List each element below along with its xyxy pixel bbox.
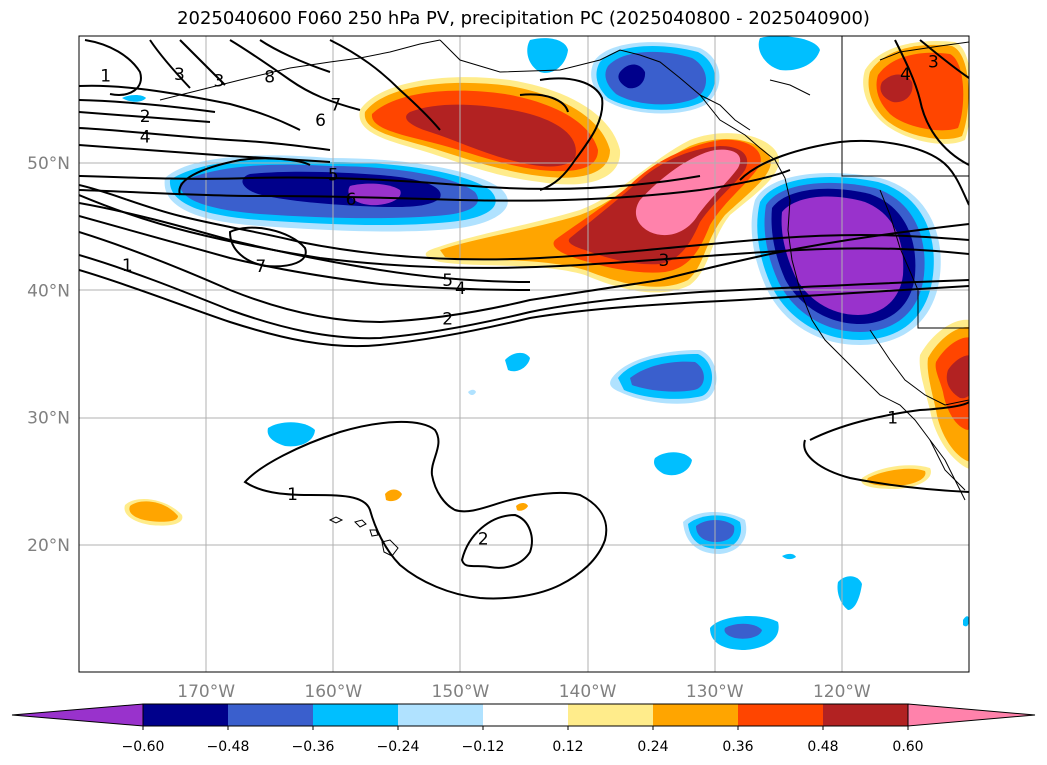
contour-label: 3 xyxy=(928,52,939,72)
colorbar-extend-min xyxy=(11,703,144,727)
colorbar-segment xyxy=(823,704,908,726)
contour-label: 3 xyxy=(174,65,185,85)
map-title: 2025040600 F060 250 hPa PV, precipitatio… xyxy=(177,8,870,29)
contour-label: 7 xyxy=(255,257,266,277)
lon-tick-label: 170°W xyxy=(177,682,235,702)
contour-label: 7 xyxy=(330,96,341,116)
lon-tick-label: 120°W xyxy=(813,682,871,702)
contour-label: 2 xyxy=(442,309,453,329)
colorbar-segment xyxy=(143,704,228,726)
contour-label: 3 xyxy=(213,72,224,92)
hawaii-islands xyxy=(328,516,399,557)
contour-label: 6 xyxy=(346,190,357,210)
lon-tick-label: 140°W xyxy=(559,682,617,702)
contour-label: 3 xyxy=(658,251,669,271)
contour-label: 4 xyxy=(140,127,151,147)
contour-label: 2 xyxy=(140,107,151,127)
colorbar-segment xyxy=(313,704,398,726)
colorbar-tick-label: 0.24 xyxy=(637,739,668,755)
contour-label: 5 xyxy=(328,166,339,186)
colorbar-segment xyxy=(738,704,823,726)
colorbar-tick-label: 0.12 xyxy=(552,739,583,755)
lat-tick-label: 40°N xyxy=(27,281,70,301)
colorbar-tick-label: 0.48 xyxy=(807,739,838,755)
colorbar-segment xyxy=(653,704,738,726)
colorbar-tick-label: 0.60 xyxy=(892,739,923,755)
colorbar-frame xyxy=(142,703,909,727)
longitude-labels: 170°W 160°W 150°W 140°W 130°W 120°W xyxy=(177,682,871,702)
colorbar-tick-label: −0.60 xyxy=(122,739,165,755)
contour-label: 1 xyxy=(287,485,298,505)
colorbar-tick-label: −0.36 xyxy=(292,739,335,755)
contour-label: 8 xyxy=(264,68,275,88)
contour-label: 4 xyxy=(900,65,911,85)
lon-tick-label: 160°W xyxy=(304,682,362,702)
colorbar-tick-label: −0.12 xyxy=(462,739,505,755)
contour-label: 1 xyxy=(887,409,898,429)
contour-label: 2 xyxy=(478,529,489,549)
lon-tick-label: 130°W xyxy=(686,682,744,702)
contour-label: 5 xyxy=(442,271,453,291)
contour-label: 4 xyxy=(455,279,466,299)
colorbar-tick-label: 0.36 xyxy=(722,739,753,755)
colorbar-segment xyxy=(483,704,568,726)
colorbar-tick-label: −0.24 xyxy=(377,739,420,755)
colorbar-segment xyxy=(568,704,653,726)
lat-tick-label: 50°N xyxy=(27,154,70,174)
colorbar-segment xyxy=(228,704,313,726)
colorbar: −0.60 −0.48 −0.36 −0.24 −0.12 0.12 0.24 0.36 0.4… xyxy=(11,703,1036,755)
colorbar-tick-label: −0.48 xyxy=(207,739,250,755)
plot-frame xyxy=(78,35,970,673)
colorbar-segment xyxy=(398,704,483,726)
coastlines xyxy=(159,36,969,501)
contour-label: 1 xyxy=(100,66,111,86)
lat-tick-label: 30°N xyxy=(27,409,70,429)
contour-label: 6 xyxy=(315,111,326,131)
contour-label: 1 xyxy=(122,256,133,276)
pv-contours xyxy=(79,39,969,600)
colorbar-extend-max xyxy=(907,703,1036,727)
lat-tick-label: 20°N xyxy=(27,536,70,556)
lon-tick-label: 150°W xyxy=(432,682,490,702)
latitude-labels: 50°N 40°N 30°N 20°N xyxy=(27,154,70,556)
